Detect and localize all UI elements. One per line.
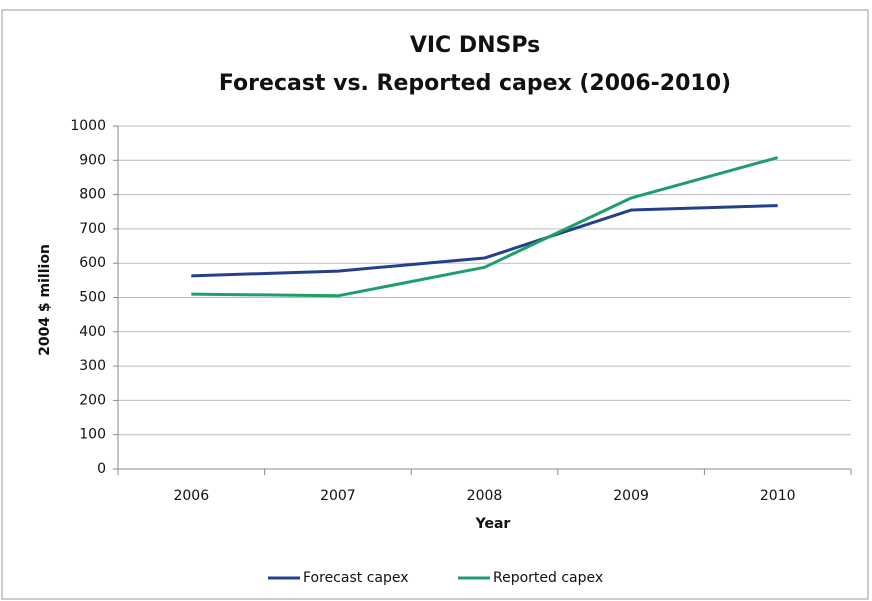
series-line — [191, 156, 779, 298]
chart-frame — [1, 9, 869, 600]
legend-label: Forecast capex — [303, 570, 409, 586]
y-tick-label: 100 — [79, 427, 106, 443]
y-tick-label: 300 — [79, 358, 106, 374]
x-tick-label: 2008 — [467, 488, 503, 504]
y-tick-label: 700 — [79, 221, 106, 237]
chart-subtitle: Forecast vs. Reported capex (2006-2010) — [219, 71, 731, 96]
legend-label: Reported capex — [493, 570, 603, 586]
x-axis-title: Year — [475, 516, 511, 532]
y-tick-label: 500 — [79, 290, 106, 306]
x-tick-label: 2010 — [760, 488, 796, 504]
y-tick-label: 900 — [79, 152, 106, 168]
y-tick-label: 800 — [79, 187, 106, 203]
x-tick-label: 2007 — [320, 488, 356, 504]
y-tick-label: 400 — [79, 324, 106, 340]
y-axis-title: 2004 $ million — [37, 244, 53, 356]
chart-title: VIC DNSPs — [410, 33, 540, 58]
y-tick-label: 600 — [79, 255, 106, 271]
x-tick-label: 2006 — [173, 488, 209, 504]
x-tick-label: 2009 — [613, 488, 649, 504]
y-tick-label: 200 — [79, 392, 106, 408]
y-tick-label: 0 — [97, 461, 106, 477]
series-line — [191, 204, 778, 278]
y-tick-label: 1000 — [70, 118, 106, 134]
